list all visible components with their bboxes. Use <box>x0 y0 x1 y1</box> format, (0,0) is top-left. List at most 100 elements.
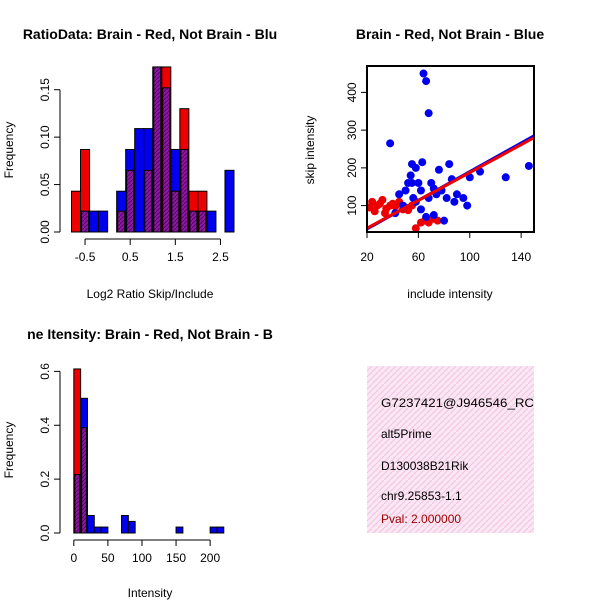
ratio-histogram-y-axis: 0.00 0.05 0.10 0.15 <box>38 78 61 244</box>
intensity-histogram: ne Itensity: Brain - Red, Not Brain - B … <box>2 326 273 600</box>
x-tick-label: 2.5 <box>212 250 229 264</box>
y-tick-label: 0.05 <box>38 173 52 197</box>
histogram-overlap-bar <box>81 427 87 534</box>
y-tick-label: 0.10 <box>38 125 52 149</box>
scatter-point <box>411 224 420 232</box>
scatter-points <box>367 69 533 232</box>
ratio-histogram-ylabel: Frequency <box>2 122 16 179</box>
scatter-point <box>378 195 387 204</box>
regression-line <box>367 136 534 230</box>
info-box-background <box>367 366 534 533</box>
histogram-overlap-bar <box>153 66 162 233</box>
x-tick-label: -0.5 <box>75 250 96 264</box>
info-gene: D130038B21Rik <box>381 459 469 473</box>
y-tick-label: 100 <box>345 195 359 215</box>
scatter-plot-box <box>366 65 535 233</box>
scatter-point <box>442 194 451 203</box>
scatter-point <box>406 171 415 180</box>
histogram-overlap-bar <box>171 190 180 233</box>
histogram-bar <box>224 169 235 233</box>
histogram-bar <box>206 210 217 233</box>
scatter-point <box>434 165 443 174</box>
scatter-point <box>452 190 461 199</box>
histogram-overlap-bar <box>189 210 198 233</box>
info-box: G7237421@J946546_RC alt5Prime D130038B21… <box>367 366 534 533</box>
histogram-bar <box>93 526 102 534</box>
ratio-histogram-x-axis: -0.5 0.5 1.5 2.5 <box>75 238 229 264</box>
histogram-bar <box>100 526 109 534</box>
scatter-y-axis: 100 200 300 400 <box>345 82 367 216</box>
x-tick-label: 20 <box>360 250 374 264</box>
ratio-histogram-xlabel: Log2 Ratio Skip/Include <box>87 287 214 301</box>
scatter-point <box>450 197 459 206</box>
histogram-bar <box>89 210 100 233</box>
x-tick-label: 100 <box>460 250 480 264</box>
intensity-scatter: Brain - Red, Not Brain - Blue 20 60 100 140… <box>303 26 544 301</box>
scatter-point <box>524 161 533 170</box>
histogram-overlap-bar <box>126 169 135 233</box>
y-tick-label: 0.6 <box>38 363 52 380</box>
scatter-point <box>416 205 425 214</box>
scatter-point <box>422 77 431 86</box>
scatter-point <box>445 160 454 169</box>
histogram-bar <box>98 210 109 233</box>
histogram-bar <box>127 520 136 534</box>
intensity-histogram-title: ne Itensity: Brain - Red, Not Brain - B <box>27 326 273 342</box>
histogram-overlap-bar <box>81 210 90 233</box>
x-tick-label: 60 <box>412 250 426 264</box>
scatter-fit-lines <box>367 134 534 231</box>
y-tick-label: 0.15 <box>38 78 52 102</box>
x-tick-label: 1.5 <box>167 250 184 264</box>
intensity-histogram-bars <box>73 368 225 534</box>
scatter-point <box>440 216 449 225</box>
y-tick-label: 300 <box>345 120 359 140</box>
histogram-bar <box>71 190 82 233</box>
intensity-histogram-xlabel: Intensity <box>128 586 173 600</box>
scatter-point <box>463 201 472 210</box>
intensity-histogram-ylabel: Frequency <box>2 422 16 479</box>
scatter-point <box>416 186 425 195</box>
x-tick-label: 150 <box>166 551 186 565</box>
histogram-bar <box>121 514 129 534</box>
histogram-bar <box>175 526 184 534</box>
y-tick-label: 0.00 <box>38 220 52 244</box>
info-event-type: alt5Prime <box>381 427 432 441</box>
x-tick-label: 0.5 <box>122 250 139 264</box>
scatter-point <box>386 139 395 148</box>
intensity-histogram-y-axis: 0.0 0.2 0.4 0.6 <box>38 363 61 541</box>
scatter-point <box>401 186 410 195</box>
y-tick-label: 200 <box>345 158 359 178</box>
scatter-xlabel: include intensity <box>407 287 492 301</box>
scatter-point <box>411 163 420 172</box>
scatter-point <box>414 178 423 187</box>
histogram-overlap-bar <box>117 210 126 233</box>
scatter-point <box>501 173 510 182</box>
histogram-overlap-bar <box>180 148 189 233</box>
scatter-x-axis: 20 60 100 140 <box>360 232 531 264</box>
histogram-bar <box>134 128 145 233</box>
y-tick-label: 0.2 <box>38 470 52 487</box>
histogram-bar <box>216 526 225 534</box>
scatter-point <box>419 69 428 78</box>
scatter-point <box>424 109 433 118</box>
scatter-point <box>429 211 438 220</box>
scatter-point <box>407 178 416 187</box>
histogram-overlap-bar <box>74 474 81 534</box>
info-pval: Pval: 2.000000 <box>381 512 461 526</box>
info-probe-id: G7237421@J946546_RC <box>381 396 534 410</box>
ratio-histogram-title: RatioData: Brain - Red, Not Brain - Blu <box>23 26 277 42</box>
histogram-overlap-bar <box>144 169 153 233</box>
histogram-bar <box>86 514 95 534</box>
intensity-histogram-x-axis: 0 50 100 150 200 <box>70 539 220 565</box>
x-tick-label: 140 <box>511 250 531 264</box>
histogram-overlap-bar <box>162 87 171 233</box>
scatter-point <box>459 194 468 203</box>
ratio-histogram-bars <box>71 66 235 233</box>
x-tick-label: 0 <box>70 551 77 565</box>
histogram-overlap-bar <box>198 210 207 233</box>
scatter-point <box>418 158 427 167</box>
scatter-point <box>422 212 431 221</box>
ratio-histogram: RatioData: Brain - Red, Not Brain - Blu … <box>2 26 277 301</box>
intensity-scatter-title: Brain - Red, Not Brain - Blue <box>356 26 544 42</box>
